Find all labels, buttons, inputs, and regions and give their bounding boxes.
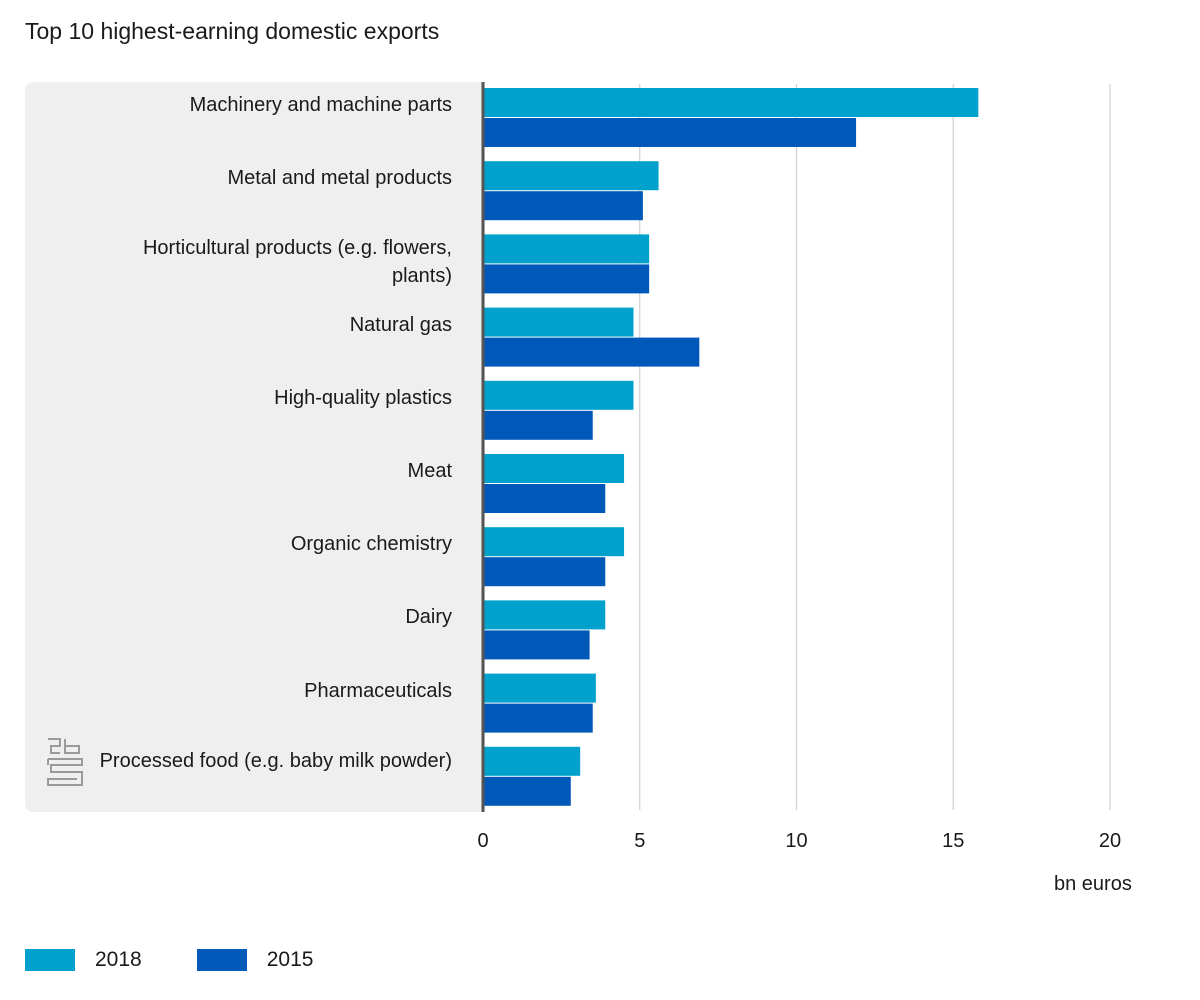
- legend-item-2018: 2018: [25, 948, 142, 972]
- bar-2018-1: [483, 161, 659, 191]
- x-tick-label: 15: [942, 830, 965, 852]
- cbs-logo-icon: [47, 738, 83, 786]
- category-label: Natural gas: [349, 313, 452, 336]
- bar-2015-7: [483, 630, 590, 660]
- bar-2015-1: [483, 191, 643, 221]
- bar-2018-6: [483, 527, 625, 557]
- legend: 2018 2015: [25, 948, 368, 972]
- bar-2015-8: [483, 703, 593, 733]
- bar-2018-9: [483, 746, 581, 776]
- category-label: Meat: [407, 460, 452, 482]
- bar-2015-3: [483, 337, 700, 367]
- category-label: Organic chemistry: [290, 533, 452, 556]
- bar-2015-2: [483, 264, 650, 294]
- x-tick-label: 20: [1098, 830, 1122, 852]
- chart-title: Top 10 highest-earning domestic exports: [25, 18, 440, 44]
- bar-2015-9: [483, 776, 571, 806]
- bar-2018-4: [483, 380, 634, 410]
- bar-2015-6: [483, 557, 606, 587]
- bar-2018-7: [483, 600, 606, 630]
- bar-2015-0: [483, 118, 857, 147]
- legend-swatch-2018: [25, 949, 75, 971]
- plot-background: [25, 82, 485, 812]
- bar-2018-3: [483, 307, 634, 337]
- x-tick-label: 0: [477, 830, 489, 852]
- bar-2018-5: [483, 454, 625, 483]
- category-label: Horticultural products (e.g. flowers, pl…: [142, 237, 452, 288]
- x-tick-label: 10: [785, 830, 808, 852]
- x-axis-unit-label: bn euros: [1054, 873, 1132, 895]
- bar-2015-5: [483, 484, 606, 513]
- bar-2015-4: [483, 410, 593, 440]
- legend-label-2015: 2015: [266, 948, 314, 971]
- legend-swatch-2015: [196, 949, 247, 971]
- bar-2018-0: [483, 88, 979, 117]
- legend-label-2018: 2018: [95, 948, 142, 971]
- bar-2018-2: [483, 234, 650, 264]
- category-label: Machinery and machine parts: [189, 94, 452, 116]
- category-label: Pharmaceuticals: [304, 679, 452, 702]
- category-label: Processed food (e.g. baby milk powder): [99, 749, 452, 772]
- x-tick-label: 5: [634, 830, 646, 852]
- category-label: Dairy: [405, 606, 452, 629]
- category-label: Metal and metal products: [227, 167, 452, 190]
- legend-item-2015: 2015: [196, 948, 314, 972]
- category-label: High-quality plastics: [274, 386, 452, 409]
- bar-2018-8: [483, 673, 596, 703]
